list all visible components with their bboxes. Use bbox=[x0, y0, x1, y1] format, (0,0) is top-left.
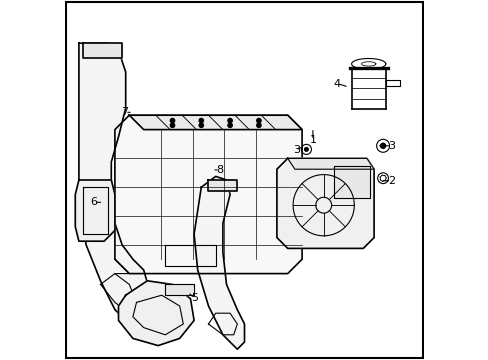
Text: 8: 8 bbox=[216, 165, 223, 175]
Polygon shape bbox=[208, 180, 237, 191]
Text: 4: 4 bbox=[333, 78, 340, 89]
Polygon shape bbox=[194, 176, 244, 349]
Text: 3: 3 bbox=[387, 141, 394, 151]
Circle shape bbox=[227, 118, 232, 123]
Polygon shape bbox=[82, 43, 122, 58]
Text: 7: 7 bbox=[121, 107, 128, 117]
Polygon shape bbox=[165, 284, 194, 295]
Text: 1: 1 bbox=[309, 135, 316, 145]
Polygon shape bbox=[334, 166, 370, 198]
Text: 2: 2 bbox=[387, 176, 394, 186]
Text: 6: 6 bbox=[90, 197, 97, 207]
Polygon shape bbox=[115, 115, 302, 274]
Polygon shape bbox=[287, 158, 373, 169]
Text: 3: 3 bbox=[293, 145, 300, 156]
Circle shape bbox=[199, 123, 203, 127]
Circle shape bbox=[256, 118, 261, 123]
Polygon shape bbox=[129, 115, 302, 130]
Circle shape bbox=[170, 123, 174, 127]
Circle shape bbox=[256, 123, 261, 127]
Circle shape bbox=[380, 143, 385, 148]
Circle shape bbox=[199, 118, 203, 123]
Text: 5: 5 bbox=[191, 293, 198, 303]
Polygon shape bbox=[75, 180, 115, 241]
Circle shape bbox=[227, 123, 232, 127]
Circle shape bbox=[170, 118, 174, 123]
Polygon shape bbox=[276, 158, 373, 248]
Polygon shape bbox=[118, 281, 194, 346]
Circle shape bbox=[304, 148, 307, 151]
Polygon shape bbox=[79, 43, 151, 324]
